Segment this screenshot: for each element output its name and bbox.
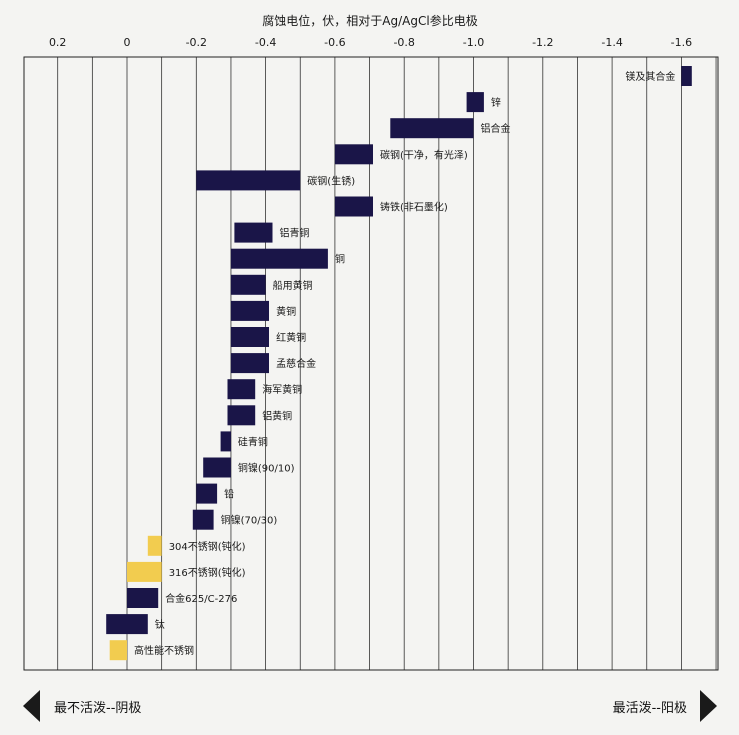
bar xyxy=(230,274,266,295)
bar xyxy=(127,561,162,582)
most-active-anode-label: 最活泼--阳极 xyxy=(612,701,687,716)
bar xyxy=(334,196,373,217)
bar-label: 316不锈钢(钝化) xyxy=(169,566,246,579)
x-axis-ticks: 0.2 0 -0.2 -0.4 -0.6 -0.8 -1.0 -1.2 -1.4 -1.6 xyxy=(49,36,692,49)
bar xyxy=(334,144,373,165)
x-tick-label: -1.2 xyxy=(532,36,553,49)
bar xyxy=(147,535,162,556)
x-tick-label: -1.4 xyxy=(601,36,622,49)
bar-label: 红黄铜 xyxy=(276,331,306,344)
bar-label: 碳钢(生锈) xyxy=(307,174,355,187)
bar xyxy=(220,431,231,452)
bar-label: 高性能不锈钢 xyxy=(134,644,194,657)
bar-label: 海军黄铜 xyxy=(262,383,302,396)
x-tick-label: -1.0 xyxy=(463,36,484,49)
chart-title: 腐蚀电位，伏，相对于Ag/AgCl参比电极 xyxy=(262,13,477,28)
bar-label: 钛 xyxy=(155,619,165,631)
bar-label: 锌 xyxy=(491,96,501,109)
bar xyxy=(109,640,127,661)
bar-label: 黄铜 xyxy=(276,305,296,318)
bar-label: 硅青铜 xyxy=(238,435,268,448)
bar-label: 铝青铜 xyxy=(280,227,310,240)
x-tick-label: 0.2 xyxy=(49,36,67,49)
x-tick-label: -0.6 xyxy=(324,36,345,49)
bar xyxy=(681,66,692,86)
bar xyxy=(196,483,218,504)
bar xyxy=(230,353,269,374)
bar-label: 镁及其合金 xyxy=(625,70,675,83)
bar xyxy=(230,300,269,321)
bar xyxy=(466,92,484,113)
bar-label: 铸铁(非石墨化) xyxy=(380,201,448,214)
plot-frame xyxy=(23,56,719,671)
least-active-cathode-label: 最不活泼--阴极 xyxy=(54,701,142,716)
x-tick-label: -0.2 xyxy=(186,36,207,49)
bar-label: 孟慈合金 xyxy=(276,357,316,370)
bar xyxy=(106,614,148,635)
bar xyxy=(230,327,269,347)
bar-label: 304不锈钢(钝化) xyxy=(169,540,246,553)
grid-lines xyxy=(57,57,717,670)
right-arrow-icon xyxy=(700,690,717,722)
x-tick-label: -0.4 xyxy=(255,36,276,49)
bar xyxy=(196,170,301,191)
x-tick-label: 0 xyxy=(124,36,131,49)
bar xyxy=(203,457,231,478)
bar xyxy=(230,248,328,269)
bar-label: 铜 xyxy=(335,254,345,266)
bar xyxy=(234,222,273,243)
bar xyxy=(390,118,474,139)
bars-group xyxy=(106,66,692,661)
bar-label: 铝合金 xyxy=(481,122,511,135)
x-tick-label: -0.8 xyxy=(393,36,414,49)
left-arrow-icon xyxy=(23,690,40,722)
bar-label: 碳钢(干净，有光泽) xyxy=(380,148,468,161)
bar-label: 铅 xyxy=(224,488,234,501)
bar xyxy=(227,379,256,400)
bar xyxy=(127,588,159,608)
bar-label: 铜镍(70/30) xyxy=(221,514,278,527)
bar-label: 合金625/C-276 xyxy=(165,592,237,605)
bar-label: 船用黄铜 xyxy=(273,279,313,292)
bar-label: 铝黄铜 xyxy=(262,409,292,422)
x-tick-label: -1.6 xyxy=(671,36,692,49)
bar xyxy=(192,509,214,530)
bar-label: 铜镍(90/10) xyxy=(238,462,295,475)
bar xyxy=(227,405,256,426)
